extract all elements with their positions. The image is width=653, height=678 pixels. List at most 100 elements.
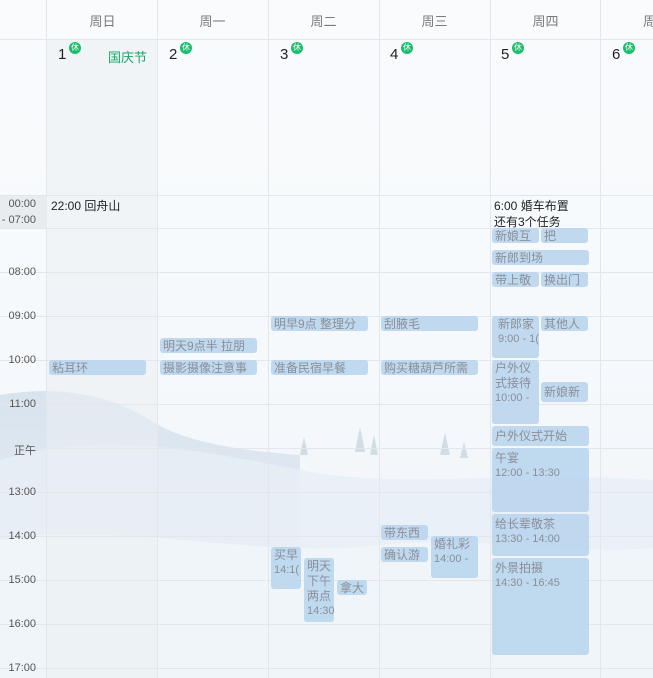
date-number[interactable]: 3 [280,46,289,63]
event-title: 明天9点半 拉朋 [163,339,246,353]
rest-badge: 休 [69,42,81,54]
date-number[interactable]: 6 [612,46,621,63]
event-block[interactable]: 新娘互 [492,228,539,243]
event-block[interactable]: 户外仪 式接待 10:00 - [492,360,539,424]
event-title: 购买糖葫芦所需 [384,361,469,375]
event-block[interactable]: 带东西 [381,525,428,540]
column-divider [157,0,158,678]
holiday-label: 国庆节 [108,50,148,65]
event-time: 13:30 - 14:00 [495,533,560,545]
event-title: 摄影摄像注意事 [163,361,248,375]
weekday-header-tue: 周二 [310,13,337,29]
event-title: 外景拍摄 [495,561,544,575]
event-block[interactable]: 明天 下午 两点 14:30 [304,558,334,622]
event-title: 下午 [307,574,332,588]
grid-line-1400 [0,536,653,537]
column-divider [490,0,491,678]
early-hours-end: - 07:00 [1,214,36,226]
event-title: 新娘互 [495,229,532,243]
event-block[interactable]: 换出门 [541,272,588,287]
grid-line-0800 [0,272,653,273]
event-title: 两点 [307,589,332,603]
event-block[interactable]: 午宴 12:00 - 13:30 [492,448,589,512]
date-number[interactable]: 4 [390,46,399,63]
time-label-1100: 11:00 [9,398,36,410]
time-label-0800: 08:00 [8,266,36,278]
event-block[interactable]: 新郎到场 [492,250,589,265]
event-block[interactable]: 粘耳环 [49,360,146,375]
event-block[interactable]: 购买糖葫芦所需 [381,360,478,375]
time-label-1500: 15:00 [8,574,36,586]
grid-line-1100 [0,404,653,405]
grid-line-0700 [0,228,653,229]
event-title: 新郎到场 [495,251,544,265]
event-block[interactable]: 确认游 [381,547,428,562]
event-title: 带上敬 [495,273,532,287]
column-divider [379,0,380,678]
event-title: 刮腋毛 [384,317,421,331]
event-block[interactable]: 婚礼彩 14:00 - [431,536,478,578]
date-number[interactable]: 2 [169,46,178,63]
event-time: 14:30 - 16:45 [495,577,560,589]
event-block[interactable]: 新娘新 [541,382,588,402]
time-label-0900: 09:00 [8,310,36,322]
time-label-1400: 14:00 [8,530,36,542]
event-block[interactable]: 把 [541,228,588,243]
event-title: 明早9点 整理分 [274,317,357,331]
event-title: 买早 [274,548,299,562]
event-title: 新娘新 [544,385,581,399]
weekday-header-sun: 周日 [89,13,116,29]
event-title: 准备民宿早餐 [274,361,347,375]
time-label-1600: 16:00 [8,618,36,630]
event-block[interactable]: 拿大 [337,580,367,595]
rest-badge: 休 [623,42,635,54]
event-time: 14:30 [307,605,334,617]
event-block[interactable]: 明早9点 整理分 [271,316,368,331]
event-title: 拿大 [340,581,365,595]
grid-line-1300 [0,492,653,493]
more-tasks-link[interactable]: 还有3个任务 [494,215,561,229]
weekday-header-thu: 周四 [532,13,559,29]
weekday-header-mon: 周一 [199,13,226,29]
weekday-header-fri: 周 [643,13,653,29]
event-block[interactable]: 新郎家 9:00 - 1( [492,316,539,358]
date-number[interactable]: 5 [501,46,510,63]
event-title: 把 [544,229,557,243]
date-number[interactable]: 1 [58,46,67,63]
event-title: 户外仪 [495,361,532,375]
time-label-1000: 10:00 [8,354,36,366]
event-block[interactable]: 刮腋毛 [381,316,478,331]
event-block[interactable]: 其他人 [541,316,588,331]
event-block[interactable]: 户外仪式开始 [492,426,589,446]
event-time: 9:00 - 1( [498,333,539,345]
time-label-1700: 17:00 [8,662,36,674]
event-title: 确认游 [384,548,421,562]
event-title: 午宴 [495,451,520,465]
event-huizhoushan[interactable]: 22:00 回舟山 [51,199,121,213]
event-time: 12:00 - 13:30 [495,467,560,479]
event-block[interactable]: 给长辈敬茶 13:30 - 14:00 [492,514,589,556]
header-divider [0,39,653,40]
event-block[interactable]: 买早 14:1( [271,547,301,589]
event-block[interactable]: 带上敬 [492,272,539,287]
column-divider [46,0,47,678]
grid-line-1600 [0,624,653,625]
event-block[interactable]: 外景拍摄 14:30 - 16:45 [492,558,589,655]
rest-badge: 休 [180,42,192,54]
event-hunche-buzhi[interactable]: 6:00 婚车布置 [494,199,569,213]
event-title: 式接待 [495,376,532,390]
sunday-column-shade [47,40,157,678]
event-title: 其他人 [544,317,581,331]
event-block[interactable]: 准备民宿早餐 [271,360,368,375]
event-title: 换出门 [544,273,581,287]
event-title: 户外仪式开始 [495,429,568,443]
event-time: 14:00 - [434,553,469,565]
event-title: 明天 [307,559,332,573]
rest-badge: 休 [512,42,524,54]
event-block[interactable]: 明天9点半 拉朋 [160,338,257,353]
time-label-noon: 正午 [14,445,36,457]
event-block[interactable]: 摄影摄像注意事 [160,360,257,375]
event-title: 带东西 [384,526,421,540]
time-label-1300: 13:00 [8,486,36,498]
grid-line-allday [0,195,653,196]
